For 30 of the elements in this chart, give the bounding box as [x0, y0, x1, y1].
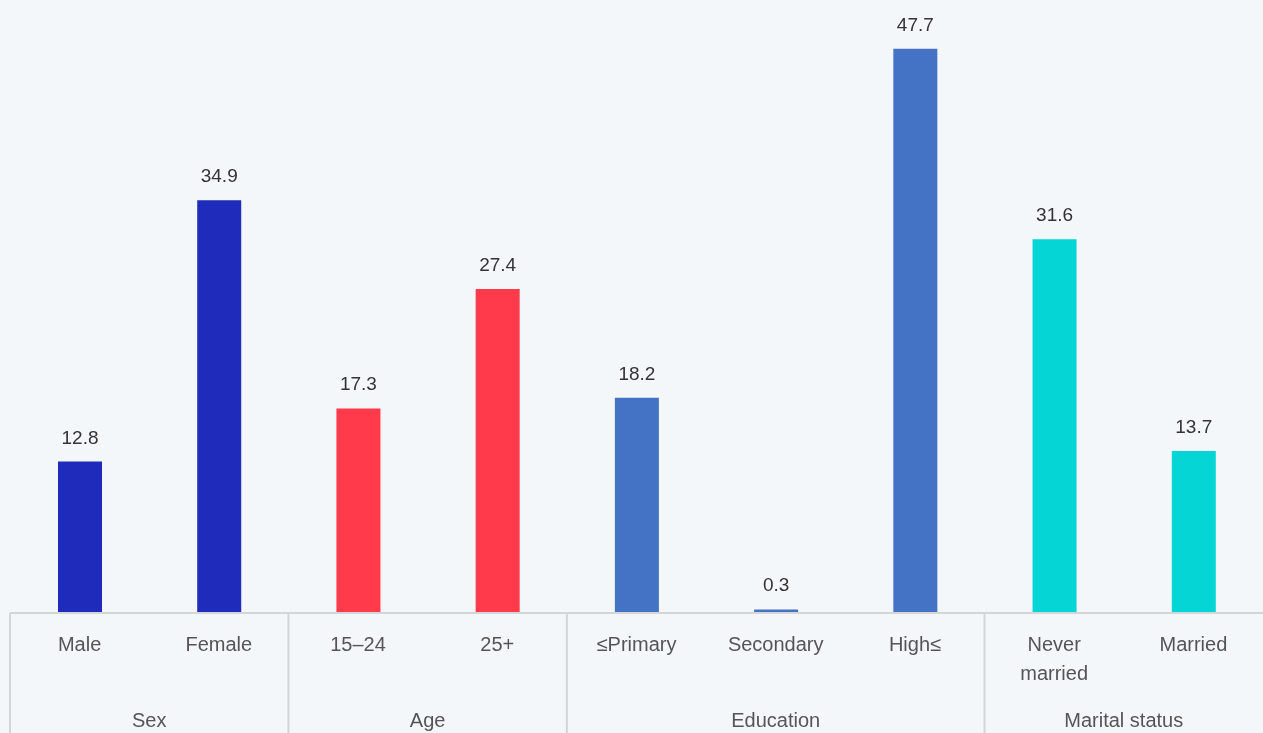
x-tick-label: 25+	[480, 633, 515, 656]
bar	[336, 408, 381, 613]
data-label: 17.3	[339, 373, 377, 395]
data-label: 47.7	[896, 13, 934, 35]
bar	[614, 397, 659, 613]
x-tick-label: High≤	[888, 633, 942, 656]
x-tick-label: Male	[57, 633, 102, 656]
bar	[58, 461, 102, 613]
bar	[1171, 450, 1216, 613]
x-tick-label: ≤Primary	[596, 633, 677, 656]
bar	[1032, 239, 1077, 613]
bar	[893, 48, 938, 613]
data-label: 18.2	[618, 362, 656, 384]
x-tick-label: Married	[1159, 633, 1228, 656]
bar	[197, 200, 242, 613]
x-tick-label: Female	[185, 633, 253, 656]
data-label: 34.9	[200, 165, 238, 187]
data-label: 12.8	[61, 426, 99, 448]
x-tick-label: 15–24	[330, 633, 386, 656]
text: Sex	[131, 709, 167, 731]
x-tick-label: Secondary	[727, 633, 824, 656]
x-tick-label: Never married	[1020, 633, 1089, 685]
data-label: 0.3	[762, 574, 790, 596]
data-label: 27.4	[479, 253, 517, 275]
data-label: 13.7	[1175, 415, 1213, 437]
bar	[475, 288, 520, 613]
data-label: 31.6	[1036, 204, 1074, 226]
text: Age	[409, 709, 446, 731]
text: Marital status	[1064, 709, 1184, 731]
text: Education	[731, 709, 821, 731]
